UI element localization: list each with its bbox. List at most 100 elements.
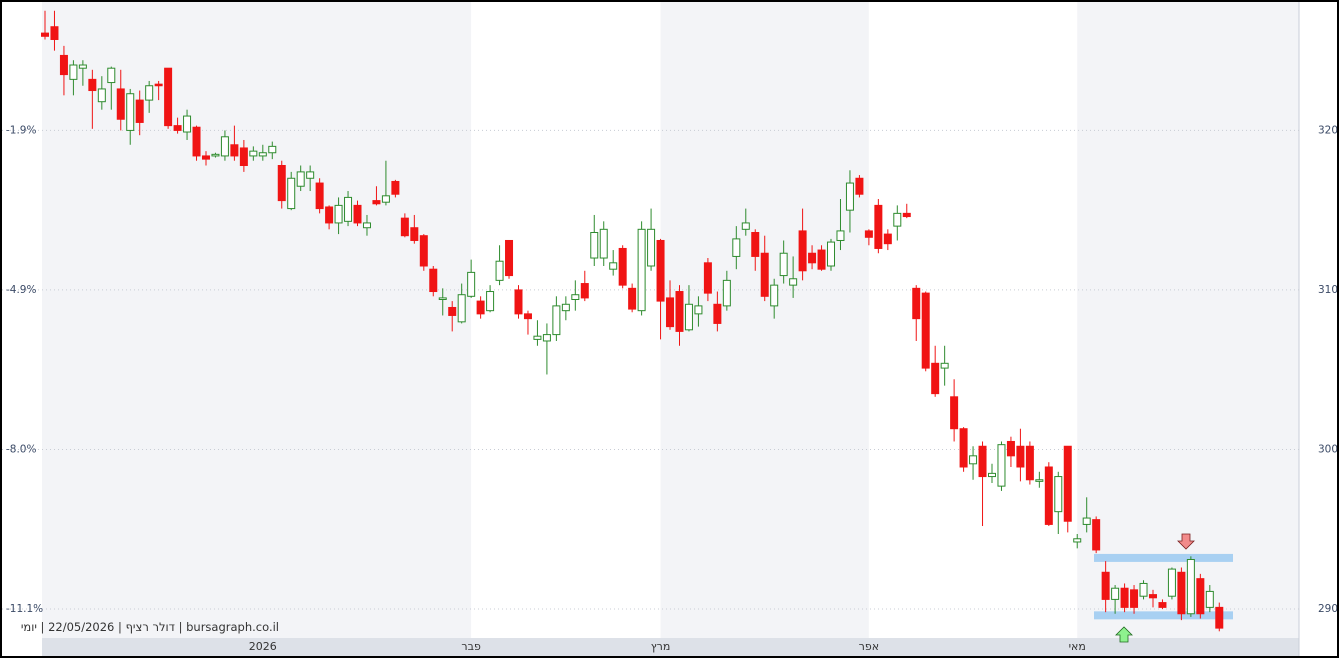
candle-body: [211, 153, 220, 157]
candle-body: [1148, 594, 1157, 599]
candle-body: [609, 262, 618, 270]
candle-body: [315, 182, 324, 210]
candle-body: [201, 155, 210, 160]
candle-body: [950, 396, 959, 430]
candle-body: [1092, 519, 1101, 551]
candle-body: [1044, 466, 1053, 525]
candle-body: [599, 228, 608, 259]
candle-body: [381, 195, 390, 203]
candle-body: [249, 150, 258, 157]
month-band: [42, 2, 472, 638]
candle-body: [533, 335, 542, 340]
candle-body: [628, 287, 637, 310]
candle-body: [978, 445, 987, 478]
candle-body: [154, 83, 163, 87]
candle-body: [448, 306, 457, 316]
x-tick-label: אפר: [859, 640, 879, 653]
candle-body: [571, 294, 580, 301]
candle-body: [1177, 571, 1186, 615]
x-tick-label: מאי: [1069, 640, 1086, 653]
candle-body: [50, 26, 59, 40]
y-tick-label: 290: [1318, 603, 1338, 615]
candle-body: [88, 78, 97, 92]
candle-body: [940, 362, 949, 369]
candle-body: [542, 334, 551, 342]
candle-body: [164, 67, 173, 127]
candle-body: [779, 252, 788, 277]
candle-body: [1082, 517, 1091, 525]
candle-body: [552, 305, 561, 336]
candle-body: [590, 232, 599, 259]
candle-body: [1063, 445, 1072, 522]
candle-body: [438, 297, 447, 301]
candle-body: [145, 85, 154, 101]
y-tick-label: 320: [1318, 124, 1338, 136]
candle-body: [969, 455, 978, 465]
candle-body: [656, 239, 665, 302]
candle-body: [703, 262, 712, 294]
candle-body: [306, 171, 315, 179]
candle-body: [770, 284, 779, 307]
x-axis-band: [42, 638, 1299, 656]
candle-body: [1139, 582, 1148, 597]
candle-body: [1196, 578, 1205, 615]
candle-body: [116, 88, 125, 120]
candle-body: [874, 204, 883, 249]
candle-body: [675, 291, 684, 332]
month-band: [868, 2, 1078, 638]
candle-body: [135, 99, 144, 123]
candle-body: [59, 54, 68, 76]
candle-body: [126, 93, 135, 131]
candle-body: [845, 182, 854, 211]
candle-body: [827, 241, 836, 267]
candle-body: [1006, 440, 1015, 457]
candle-body: [173, 125, 182, 131]
candle-body: [1101, 571, 1110, 600]
candle-body: [647, 228, 656, 267]
candle-body: [41, 32, 49, 37]
x-tick-label: פבר: [461, 640, 481, 653]
candle-body: [1186, 559, 1195, 615]
y-left-tick-label: -1.9%: [6, 124, 36, 136]
candle-body: [505, 239, 514, 277]
candle-body: [959, 428, 968, 468]
candle-body: [457, 294, 466, 323]
price-level: [1094, 611, 1233, 620]
candle-body: [344, 196, 353, 222]
candle-body: [997, 444, 1006, 487]
candle-body: [1167, 568, 1176, 597]
candle-body: [410, 227, 419, 241]
candle-body: [523, 313, 532, 320]
candle-body: [864, 230, 873, 238]
candle-body: [808, 252, 817, 264]
candle-body: [1054, 476, 1063, 513]
candle-body: [666, 297, 675, 328]
y-left-tick-label: -11.1%: [6, 603, 43, 615]
candle-body: [883, 233, 892, 245]
candle-body: [684, 303, 693, 331]
y-left-tick-label: -4.9%: [6, 284, 36, 296]
candle-body: [476, 300, 485, 315]
x-tick-label: מרץ: [651, 640, 671, 653]
candle-body: [467, 271, 476, 297]
x-tick-label: 2026: [249, 640, 277, 653]
candle-body: [836, 230, 845, 241]
candle-body: [893, 212, 902, 227]
candle-body: [1016, 445, 1025, 468]
candle-body: [1215, 606, 1224, 629]
candle-body: [1111, 587, 1120, 600]
month-band: [660, 2, 869, 638]
candle-body: [694, 305, 703, 315]
candle-body: [391, 180, 400, 195]
y-tick-label: 300: [1318, 443, 1338, 455]
candle-body: [69, 64, 78, 80]
candle-body: [287, 177, 296, 210]
candle-body: [1130, 589, 1139, 608]
candle-body: [183, 115, 192, 133]
candle-body: [97, 88, 106, 103]
candle-body: [1035, 479, 1044, 482]
candle-body: [931, 362, 940, 395]
candle-body: [78, 64, 87, 69]
